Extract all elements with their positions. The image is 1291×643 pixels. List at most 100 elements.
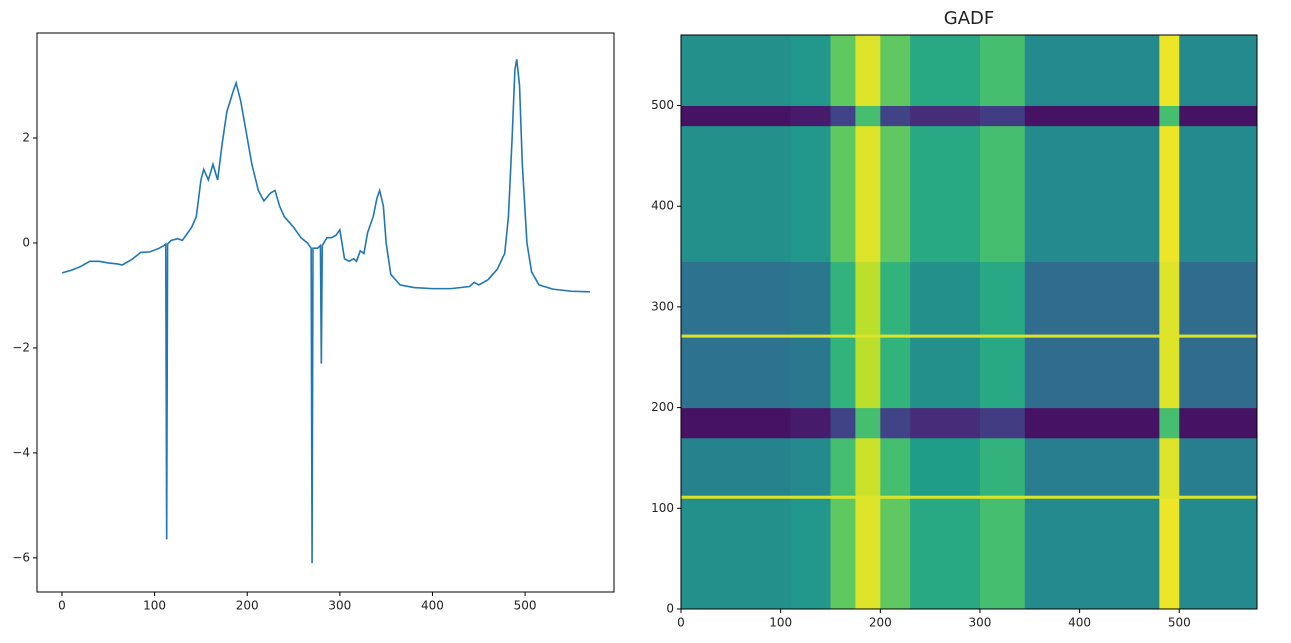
heatmap-cell (1159, 125, 1180, 263)
heatmap-cell (790, 498, 831, 610)
heatmap-cell (910, 105, 981, 127)
x-tick-label: 400 (1068, 616, 1091, 630)
y-tick-label: 500 (651, 98, 674, 112)
y-tick-label: −4 (12, 445, 30, 459)
heatmap-cell (910, 334, 981, 338)
heatmap-cell (681, 498, 792, 610)
heatmap-cell (790, 495, 831, 499)
heatmap-cell (681, 261, 792, 335)
heatmap-cell (830, 407, 856, 439)
heatmap-cell (979, 334, 1026, 338)
heatmap-cell (830, 437, 856, 496)
heatmap-cell (830, 35, 856, 106)
heatmap-cell (855, 337, 881, 409)
heatmap-cell (790, 261, 831, 335)
y-tick-label: 300 (651, 299, 674, 313)
heatmap-cell (880, 105, 911, 127)
heatmap-cell (880, 437, 911, 496)
heatmap-cell (880, 125, 911, 263)
heatmap-cell (790, 407, 831, 439)
heatmap-cell (1179, 125, 1258, 263)
heatmap-cell (979, 105, 1026, 127)
heatmap-cell (855, 495, 881, 499)
heatmap-cell (1024, 437, 1160, 496)
heatmap-cell (1159, 495, 1180, 499)
y-tick-label: −2 (12, 340, 30, 354)
x-tick-label: 100 (769, 616, 792, 630)
heatmap-cell (979, 35, 1026, 106)
heatmap-cell (1179, 498, 1258, 610)
heatmap-cell (681, 35, 792, 106)
heatmap-cell (830, 337, 856, 409)
heatmap-cell (830, 334, 856, 338)
heatmap-cell (855, 407, 881, 439)
x-tick-label: 500 (514, 599, 537, 613)
axes-frame (680, 34, 1258, 610)
heatmap-cell (1159, 498, 1180, 610)
heatmap-cell (855, 437, 881, 496)
heatmap-cell (1024, 407, 1160, 439)
heatmap-cell (681, 437, 792, 496)
heatmap-cell (1179, 105, 1258, 127)
x-tick-label: 0 (677, 616, 685, 630)
heatmap-cell (790, 437, 831, 496)
heatmap-cell (790, 35, 831, 106)
heatmap-cell (681, 105, 792, 127)
heatmap-cell (681, 337, 792, 409)
heatmap-cell (1159, 337, 1180, 409)
heatmap-cell (979, 407, 1026, 439)
x-tick-label: 300 (328, 599, 351, 613)
x-tick-label: 400 (421, 599, 444, 613)
heatmap-cell (1024, 498, 1160, 610)
heatmap-cell (790, 337, 831, 409)
heatmap-cell (1024, 334, 1160, 338)
heatmap-cell (790, 334, 831, 338)
heatmap-cell (910, 337, 981, 409)
heatmap-cell (1159, 437, 1180, 496)
heatmap-cell (1179, 35, 1258, 106)
heatmap-cell (790, 105, 831, 127)
heatmap-cell (830, 125, 856, 263)
heatmap-cell (1159, 105, 1180, 127)
heatmap-cell (681, 495, 792, 499)
heatmap-cell (979, 498, 1026, 610)
heatmap-cell (979, 125, 1026, 263)
heatmap-cell (855, 334, 881, 338)
heatmap-cell (979, 337, 1026, 409)
heatmap-cell (1159, 334, 1180, 338)
heatmap-cell (830, 495, 856, 499)
heatmap-cell (910, 261, 981, 335)
heatmap-cell (1024, 337, 1160, 409)
x-tick-label: 200 (236, 599, 259, 613)
heatmap-cell (855, 125, 881, 263)
heatmap-cell (979, 437, 1026, 496)
heatmap-cell (1159, 407, 1180, 439)
heatmap-cell (880, 334, 911, 338)
x-tick-label: 300 (969, 616, 992, 630)
heatmap-cell (880, 407, 911, 439)
heatmap-cell (880, 498, 911, 610)
axes-frame (36, 32, 615, 593)
heatmap-cell (855, 261, 881, 335)
y-tick-label: 0 (666, 602, 674, 616)
y-tick-label: −6 (12, 550, 30, 564)
heatmap-cell (855, 35, 881, 106)
heatmap-cell (855, 498, 881, 610)
heatmap-cell (1179, 337, 1258, 409)
data-line (61, 59, 590, 564)
x-tick-label: 500 (1168, 616, 1191, 630)
heatmap-cell (855, 105, 881, 127)
heatmap-cell (910, 407, 981, 439)
heatmap-cell (880, 261, 911, 335)
heatmap-cell (1159, 35, 1180, 106)
heatmap-cell (880, 35, 911, 106)
heatmap-cell (880, 337, 911, 409)
heatmap-cell (910, 437, 981, 496)
heatmap-cell (1024, 125, 1160, 263)
heatmap-cell (1179, 437, 1258, 496)
x-tick-label: 200 (869, 616, 892, 630)
heatmap-cell (910, 495, 981, 499)
heatmap-cell (1024, 105, 1160, 127)
heatmap-cell (1024, 495, 1160, 499)
